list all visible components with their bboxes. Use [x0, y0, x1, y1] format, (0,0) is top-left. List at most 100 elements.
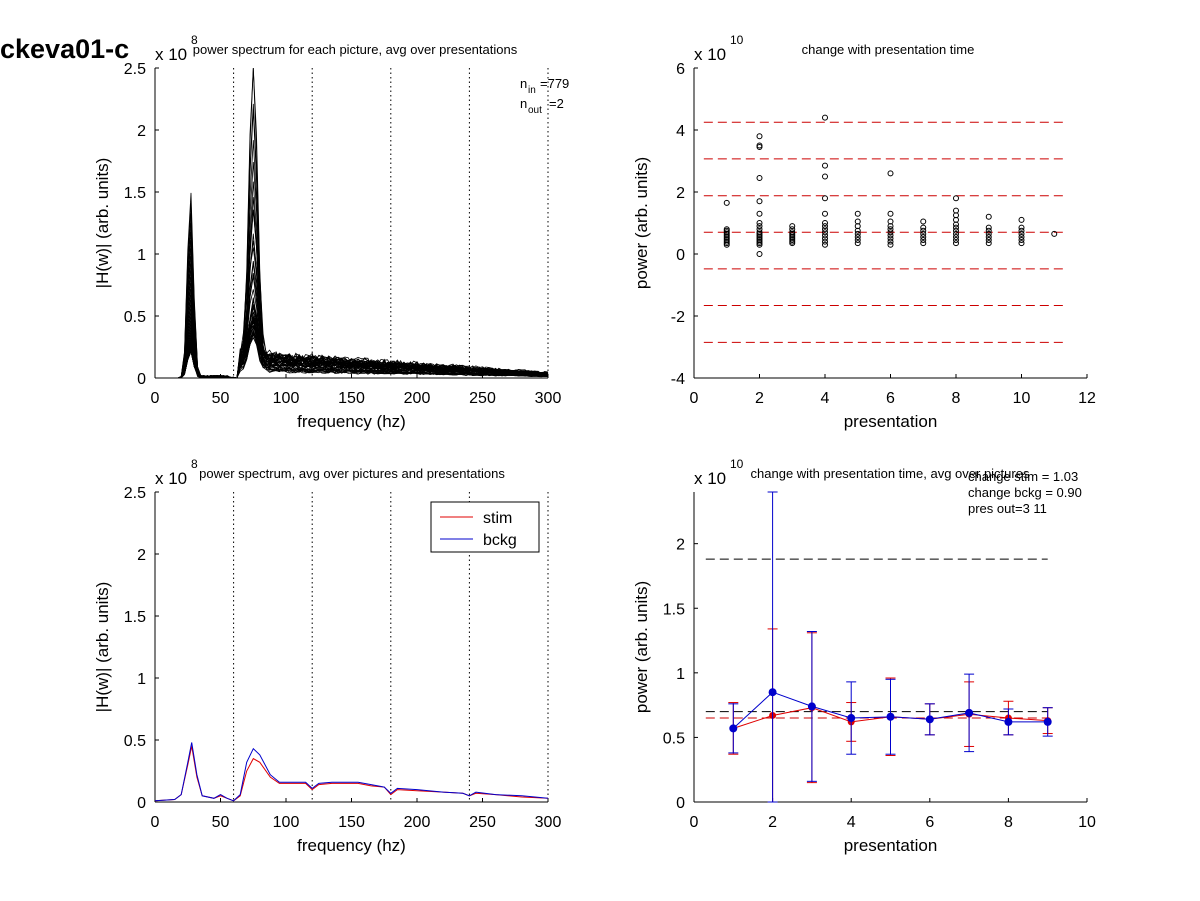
y-tick-label: 0.5 — [124, 309, 146, 326]
data-marker-bckg — [886, 712, 895, 721]
n-in-label: n — [520, 76, 527, 91]
y-axis-label: power (arb. units) — [632, 157, 651, 289]
spectrum-curve — [155, 209, 549, 379]
y-tick-label: 2 — [137, 547, 146, 564]
data-point — [756, 198, 763, 205]
data-point — [920, 233, 927, 240]
y-tick-label: 2 — [676, 537, 685, 554]
data-point — [887, 229, 894, 236]
axis-multiplier: x 10 — [155, 469, 187, 488]
axis-multiplier: x 10 — [694, 45, 726, 64]
data-point — [1018, 233, 1025, 240]
y-tick-label: 0 — [676, 247, 685, 264]
x-tick-label: 2 — [755, 390, 764, 407]
y-tick-label: 1 — [676, 666, 685, 683]
y-tick-label: 1 — [137, 247, 146, 264]
x-tick-label: 8 — [1004, 814, 1013, 831]
chart-title: power spectrum for each picture, avg ove… — [193, 42, 518, 57]
x-tick-label: 250 — [469, 814, 496, 831]
x-tick-label: 50 — [212, 390, 230, 407]
axis-multiplier: x 10 — [694, 469, 726, 488]
legend-label-stim: stim — [483, 510, 512, 527]
data-point — [985, 227, 992, 234]
spectrum-curve — [155, 140, 549, 379]
data-marker-bckg — [925, 715, 934, 724]
x-tick-label: 50 — [212, 814, 230, 831]
spectrum-curve — [155, 67, 549, 379]
spectrum-curve — [155, 209, 549, 379]
x-tick-label: 250 — [469, 390, 496, 407]
y-axis-label: power (arb. units) — [632, 581, 651, 713]
y-tick-label: 0 — [676, 795, 685, 812]
data-point — [887, 238, 894, 245]
spectrum-curve — [155, 103, 549, 379]
x-tick-label: 150 — [338, 390, 365, 407]
data-point — [920, 227, 927, 234]
data-point — [789, 229, 796, 236]
n-in-subscript: in — [528, 85, 536, 96]
axis-multiplier-exponent: 10 — [730, 33, 744, 47]
x-tick-label: 10 — [1013, 390, 1031, 407]
data-point — [822, 173, 828, 180]
y-tick-label: 1.5 — [124, 609, 146, 626]
data-point — [854, 240, 861, 247]
data-point — [887, 232, 894, 239]
data-point — [1018, 237, 1025, 244]
data-point — [920, 224, 927, 231]
data-point — [756, 133, 763, 140]
data-point — [822, 226, 828, 233]
y-axis-label: |H(w)| (arb. units) — [93, 582, 112, 713]
y-tick-label: 1.5 — [124, 185, 146, 202]
data-marker-bckg — [807, 702, 816, 711]
data-point — [756, 175, 763, 182]
data-point — [1018, 230, 1025, 237]
data-point — [1018, 227, 1025, 234]
x-tick-label: 200 — [404, 814, 431, 831]
data-point — [756, 229, 763, 236]
data-point — [887, 218, 894, 225]
x-tick-label: 100 — [273, 390, 300, 407]
x-tick-label: 0 — [690, 814, 699, 831]
n-in-value: =779 — [540, 76, 569, 91]
data-point — [756, 251, 763, 257]
x-axis-label: presentation — [844, 836, 938, 855]
chart-power-vs-presentation-scatter: 0 2 4 6 8 10 12 -4 -2 0 2 4 6 presentation power (arb.… — [632, 33, 1096, 431]
data-point — [822, 232, 828, 239]
data-point — [822, 223, 828, 230]
x-tick-label: 6 — [925, 814, 934, 831]
data-point — [920, 230, 927, 237]
x-tick-label: 300 — [535, 390, 562, 407]
data-point — [822, 195, 828, 202]
data-point — [953, 224, 959, 231]
data-point — [953, 230, 959, 237]
y-tick-label: 2 — [137, 123, 146, 140]
chart-spectrum-average: 0 50 100 150 200 250 300 0 0.5 1 1.5 2 2.5 frequency … — [93, 457, 561, 855]
y-axis-label: |H(w)| (arb. units) — [93, 158, 112, 289]
data-marker-bckg — [965, 708, 974, 717]
data-point — [887, 241, 894, 248]
data-point — [887, 210, 894, 217]
data-point — [756, 142, 763, 149]
x-axis-label: presentation — [844, 412, 938, 431]
y-tick-label: 2 — [676, 185, 685, 202]
data-point — [854, 237, 861, 244]
x-axis-label: frequency (hz) — [297, 412, 406, 431]
data-point — [822, 114, 828, 121]
data-point — [887, 226, 894, 233]
spectrum-curve — [155, 233, 549, 379]
y-tick-label: 1.5 — [663, 601, 685, 618]
x-tick-label: 8 — [952, 390, 961, 407]
legend-box — [430, 501, 540, 553]
x-tick-label: 10 — [1078, 814, 1096, 831]
x-tick-label: 100 — [273, 814, 300, 831]
data-point — [854, 210, 861, 217]
data-point — [854, 233, 861, 240]
spectrum-curve — [155, 263, 549, 379]
data-point — [1018, 224, 1025, 231]
data-point — [822, 210, 828, 217]
data-point — [789, 226, 796, 233]
data-marker-bckg — [729, 724, 738, 733]
chart-power-vs-presentation-average: 0 2 4 6 8 10 0 0.5 1 1.5 2 presentation power (arb. … — [632, 457, 1096, 855]
chart-title: power spectrum, avg over pictures and pr… — [199, 466, 505, 481]
